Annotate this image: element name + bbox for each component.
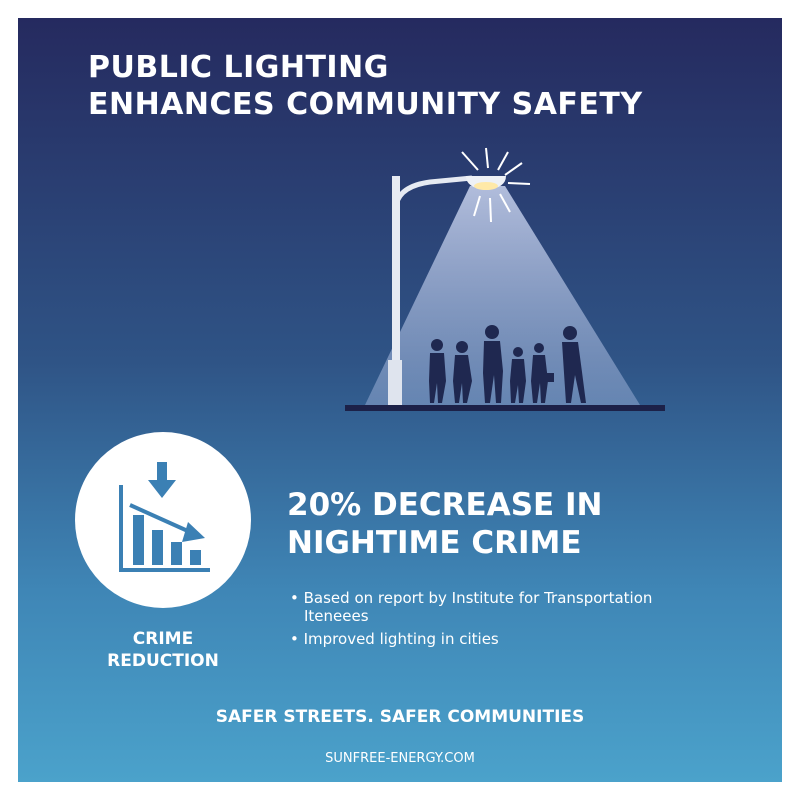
bullet: • Improved lighting in cities bbox=[290, 630, 704, 648]
title: ENHANCES COMMUNITY SAFETY bbox=[88, 87, 643, 122]
people bbox=[429, 325, 586, 403]
pole-arm bbox=[393, 175, 473, 206]
light-rays bbox=[461, 147, 531, 223]
bullet: • Based on report by Institute for Trans… bbox=[290, 589, 704, 625]
icon-label: REDUCTION bbox=[107, 651, 219, 671]
chart-icon bbox=[119, 462, 210, 572]
lamp-glow bbox=[474, 182, 498, 190]
pole-base bbox=[388, 360, 402, 405]
stat-headline: NIGHTIME CRIME bbox=[287, 525, 582, 561]
bullet-dot: • bbox=[290, 630, 304, 648]
stat-headline: 20% DECREASE IN bbox=[287, 487, 603, 523]
bullet-text: Based on report by Institute for Transpo… bbox=[303, 589, 653, 625]
pole bbox=[392, 176, 400, 405]
icon-label: CRIME bbox=[132, 629, 194, 649]
bullet-dot: • bbox=[290, 589, 304, 607]
website: SUNFREE-ENERGY.COM bbox=[325, 751, 475, 766]
ground bbox=[345, 405, 665, 411]
title: PUBLIC LIGHTING bbox=[88, 50, 389, 85]
tagline: SAFER STREETS. SAFER COMMUNITIES bbox=[215, 707, 585, 727]
bullet-text: Improved lighting in cities bbox=[303, 630, 499, 648]
